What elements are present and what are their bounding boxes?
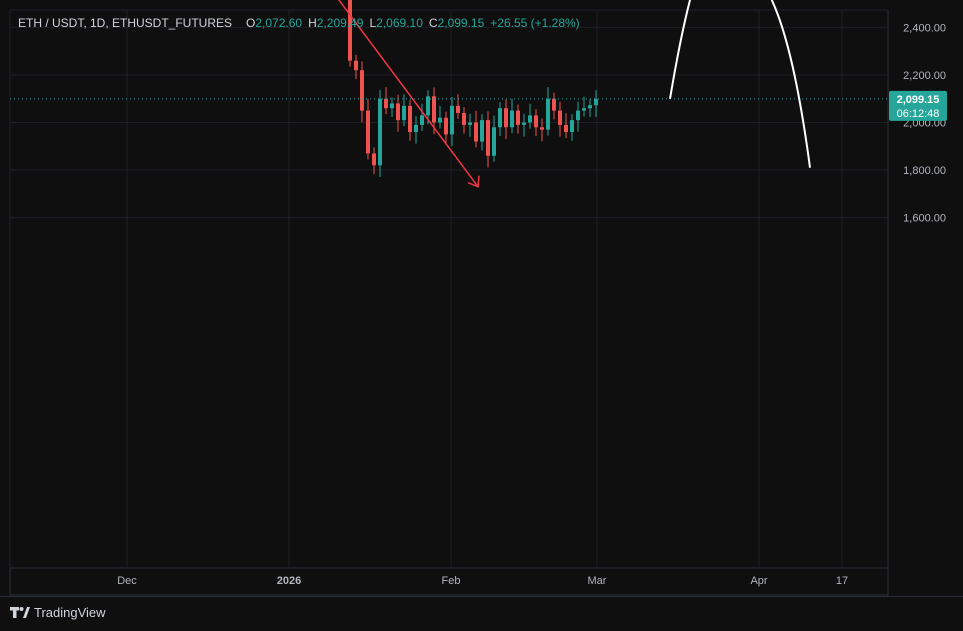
high-label: H (308, 16, 317, 30)
candle-body (498, 108, 502, 128)
footer-bar: TradingView (0, 596, 963, 631)
candle-body (414, 124, 418, 133)
tradingview-brand[interactable]: TradingView (10, 605, 106, 620)
drawings-layer[interactable] (10, 0, 888, 188)
candle-body (384, 98, 388, 109)
low-label: L (369, 16, 377, 30)
candle-body (582, 108, 586, 111)
candle-body (450, 105, 454, 135)
candle-body (462, 112, 466, 125)
change-value: +26.55 (+1.28%) (490, 16, 580, 30)
candle-body (390, 103, 394, 109)
symbol-legend: ETH / USDT, 1D, ETHUSDT_FUTURES O 2,072.6… (18, 16, 580, 30)
candle-body (348, 0, 352, 61)
price-label-box (889, 90, 947, 121)
candle-body (456, 105, 460, 113)
candle-body (588, 105, 592, 109)
close-value: 2,099.15 (437, 16, 485, 30)
candle-body (558, 110, 562, 125)
candle-body (474, 122, 478, 142)
candle-body (576, 110, 580, 121)
time-tick-label: 2026 (277, 575, 301, 587)
symbol-title[interactable]: ETH / USDT, 1D, ETHUSDT_FUTURES (18, 16, 233, 30)
candle-body (540, 127, 544, 130)
candle-body (396, 103, 400, 121)
candle-body (402, 105, 406, 121)
time-axis[interactable]: Dec 2026 Feb Mar Apr 17 (117, 575, 848, 587)
projection-arc (669, 0, 811, 168)
price-tick-label: 1,800.00 (903, 165, 946, 177)
candle-body (468, 122, 472, 125)
arrow-head (467, 175, 480, 188)
candle-body (420, 115, 424, 125)
candle-body (426, 96, 430, 116)
time-tick-label: Mar (588, 575, 607, 587)
candle-body (516, 110, 520, 125)
candle-body (546, 98, 550, 130)
high-value: 2,209.49 (316, 16, 364, 30)
candle-body (564, 124, 568, 133)
open-label: O (246, 16, 256, 30)
candle-body (360, 70, 364, 111)
candle-body (354, 60, 358, 71)
candle-body (594, 98, 598, 106)
tradingview-logo-icon (10, 606, 30, 618)
candle-body (432, 96, 436, 123)
brand-name: TradingView (34, 605, 106, 620)
low-value: 2,069.10 (376, 16, 423, 30)
candle-body (372, 153, 376, 166)
time-tick-label: Apr (750, 575, 767, 587)
candle-body (492, 127, 496, 156)
candle-body (510, 110, 514, 128)
price-tick-label: 2,400.00 (903, 22, 946, 34)
price-tick-label: 2,200.00 (903, 70, 946, 82)
candle-body (408, 105, 412, 133)
candle-body (528, 115, 532, 123)
candle-body (552, 98, 556, 111)
candlestick-series (348, 0, 598, 177)
pattern-arrow-line (337, 0, 479, 188)
candle-body (504, 108, 508, 128)
candle-body (444, 117, 448, 135)
candle-body (366, 110, 370, 154)
time-tick-label: 17 (836, 575, 848, 587)
candle-body (438, 117, 442, 123)
time-tick-label: Dec (117, 575, 137, 587)
candle-body (480, 120, 484, 142)
candle-body (486, 120, 490, 156)
open-value: 2,072.60 (255, 16, 303, 30)
candle-body (534, 115, 538, 128)
countdown-label-text: 06:12:48 (897, 108, 940, 120)
candle-body (570, 120, 574, 133)
time-axis-frame (9, 567, 889, 596)
time-tick-label: Feb (442, 575, 461, 587)
price-tick-label: 1,600.00 (903, 213, 946, 225)
candle-body (378, 98, 382, 166)
price-label-text: 2,099.15 (897, 94, 940, 106)
close-label: C (428, 16, 438, 30)
candle-body (522, 122, 526, 125)
